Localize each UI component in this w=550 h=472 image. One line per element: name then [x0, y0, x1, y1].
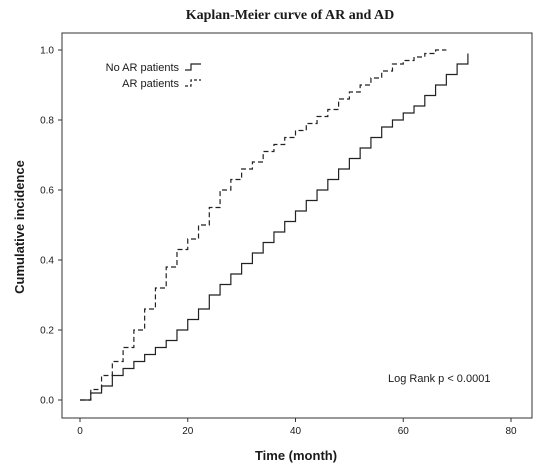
y-tick-label: 0.2: [40, 326, 54, 337]
log-rank-annotation: Log Rank p < 0.0001: [388, 373, 490, 385]
legend-swatch: [185, 63, 201, 71]
series-line-ar-patients: [80, 49, 447, 401]
plot-frame: [61, 32, 533, 419]
y-tick-label: 0.6: [40, 186, 54, 197]
x-axis-title: Time (month): [255, 448, 337, 463]
y-tick-label: 0.4: [40, 256, 54, 267]
chart-title: Kaplan-Meier curve of AR and AD: [186, 8, 395, 23]
x-tick-label: 40: [290, 426, 302, 437]
y-tick-label: 1.0: [40, 46, 54, 57]
axes: 0 20 40 60 80 0.0 0.2 0.4 0.6 0.8 1.0: [40, 32, 533, 437]
legend: No AR patients AR patients: [106, 62, 201, 90]
x-tick-label: 0: [77, 426, 83, 437]
legend-swatch: [185, 79, 201, 87]
legend-label: AR patients: [122, 78, 179, 90]
y-axis-title: Cumulative incidence: [12, 160, 27, 294]
series-lines: [80, 49, 469, 401]
x-tick-label: 80: [505, 426, 517, 437]
x-tick-label: 20: [182, 426, 194, 437]
y-tick-label: 0.8: [40, 116, 54, 127]
series-line-no-ar-patients: [80, 53, 469, 401]
legend-label: No AR patients: [106, 62, 180, 74]
x-tick-label: 60: [398, 426, 410, 437]
y-tick-label: 0.0: [40, 396, 54, 407]
